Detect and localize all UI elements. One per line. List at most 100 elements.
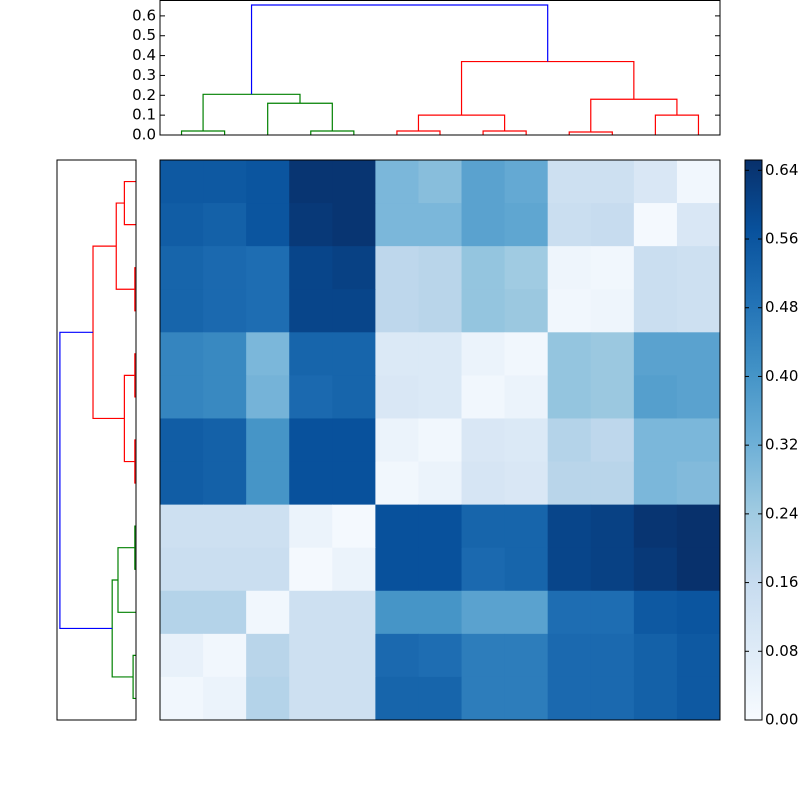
heatmap-cell — [676, 160, 721, 204]
heatmap-cell — [203, 418, 247, 463]
heatmap-cell — [547, 375, 592, 419]
heatmap-cell — [332, 160, 376, 204]
heatmap-cell — [633, 633, 678, 678]
heatmap-cell — [633, 547, 678, 592]
heatmap-cell — [332, 418, 376, 463]
heatmap-cell — [375, 461, 419, 506]
heatmap-cell — [160, 246, 204, 290]
heatmap-cell — [332, 590, 376, 635]
heatmap-cell — [676, 418, 721, 463]
heatmap-cell — [160, 289, 204, 333]
heatmap-cell — [246, 160, 290, 204]
heatmap-cell — [203, 547, 247, 592]
heatmap-cell — [633, 203, 678, 247]
heatmap-cell — [246, 633, 290, 678]
colorbar-tick-label: 0.40 — [765, 367, 798, 385]
heatmap-cell — [203, 375, 247, 419]
dendrogram-link — [111, 579, 134, 678]
heatmap-cell — [418, 203, 463, 247]
heatmap-cell — [547, 461, 592, 506]
heatmap-cell — [461, 289, 506, 333]
heatmap-cell — [332, 332, 376, 376]
dendrogram-link — [132, 654, 136, 700]
y-tick-label: 0.6 — [132, 6, 156, 24]
heatmap-cell — [375, 547, 419, 592]
heatmap-cell — [246, 332, 290, 376]
y-tick-label: 0.5 — [132, 26, 156, 44]
heatmap-cell — [590, 461, 635, 506]
heatmap-cell — [504, 547, 549, 592]
heatmap-cell — [547, 160, 592, 204]
heatmap-cell — [547, 246, 592, 290]
dendrogram-link — [460, 60, 635, 116]
heatmap-cell — [203, 203, 247, 247]
heatmap-cell — [203, 461, 247, 506]
dendrogram-link — [310, 130, 355, 135]
heatmap-cell — [676, 289, 721, 333]
heatmap-cell — [461, 547, 506, 592]
heatmap-cell — [332, 246, 376, 290]
axes-frame — [159, 0, 721, 136]
heatmap-cell — [203, 676, 247, 721]
heatmap-cell — [590, 160, 635, 204]
heatmap-cell — [461, 160, 506, 204]
dendrogram-link — [250, 4, 549, 95]
heatmap-cell — [289, 633, 333, 678]
heatmap-cell — [289, 504, 333, 549]
heatmap-cell — [461, 332, 506, 376]
heatmap-cell — [375, 633, 419, 678]
heatmap-cell — [633, 375, 678, 419]
heatmap-cell — [461, 203, 506, 247]
heatmap-cell — [160, 332, 204, 376]
heatmap-cell — [246, 676, 290, 721]
heatmap-cell — [504, 461, 549, 506]
heatmap-cell — [160, 590, 204, 635]
heatmap-cell — [289, 461, 333, 506]
heatmap-cell — [504, 590, 549, 635]
colorbar-tick-label: 0.56 — [765, 230, 798, 248]
heatmap-cell — [504, 160, 549, 204]
dendrogram-link — [123, 180, 136, 226]
heatmap-cell — [289, 590, 333, 635]
heatmap-cell — [504, 418, 549, 463]
heatmap-cell — [246, 547, 290, 592]
heatmap-cell — [203, 504, 247, 549]
heatmap-cell — [289, 203, 333, 247]
heatmap-cell — [676, 246, 721, 290]
heatmap-cell — [332, 504, 376, 549]
heatmap-cell — [676, 590, 721, 635]
heatmap-cell — [547, 203, 592, 247]
dendrogram-link — [417, 114, 506, 132]
heatmap-cell — [461, 590, 506, 635]
heatmap-cell — [418, 375, 463, 419]
heatmap-cell — [547, 547, 592, 592]
y-tick-label: 0.1 — [132, 106, 156, 124]
heatmap-cell — [418, 160, 463, 204]
heatmap-cell — [676, 547, 721, 592]
heatmap-cell — [461, 504, 506, 549]
heatmap-cell — [547, 332, 592, 376]
heatmap-cell — [375, 160, 419, 204]
heatmap-cell — [160, 461, 204, 506]
heatmap-cell — [203, 289, 247, 333]
heatmap-cell — [461, 676, 506, 721]
heatmap-cell — [418, 332, 463, 376]
heatmap-cell — [289, 418, 333, 463]
heatmap-cell — [160, 504, 204, 549]
heatmap-cell — [590, 504, 635, 549]
heatmap-cell — [633, 332, 678, 376]
heatmap-cell — [418, 547, 463, 592]
dendrogram-link — [115, 202, 135, 290]
heatmap-cell — [590, 246, 635, 290]
heatmap-cell — [375, 504, 419, 549]
y-tick-label: 0.0 — [132, 126, 156, 144]
dendrogram-link — [202, 93, 301, 132]
heatmap-cell — [203, 590, 247, 635]
heatmap-cell — [676, 332, 721, 376]
dendrogram-link — [482, 130, 527, 135]
dendrogram-link — [654, 114, 700, 135]
heatmap-cell — [504, 504, 549, 549]
heatmap-cell — [160, 676, 204, 721]
heatmap-cell — [375, 289, 419, 333]
heatmap-cell — [461, 246, 506, 290]
